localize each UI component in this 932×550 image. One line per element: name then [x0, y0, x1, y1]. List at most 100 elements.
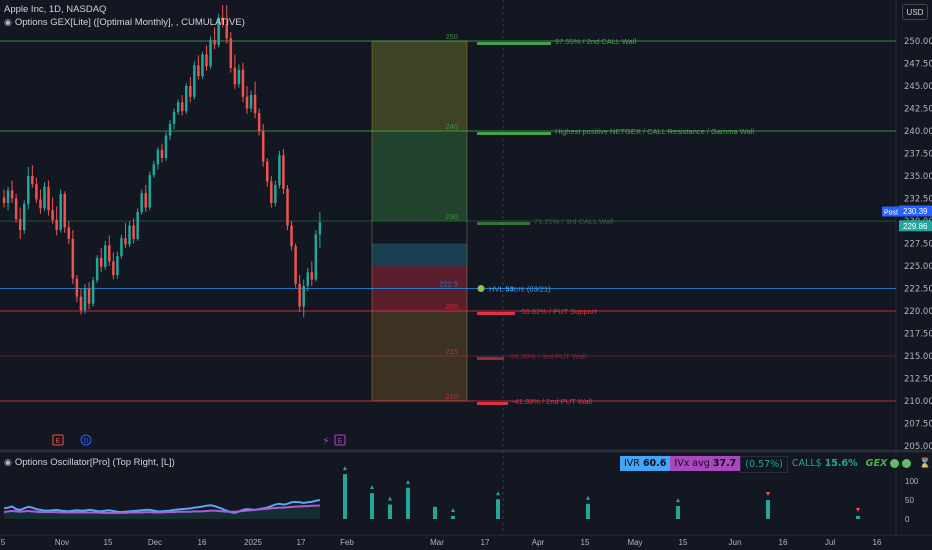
candle-body: [55, 220, 58, 230]
candle: [253, 81, 257, 119]
gex-bar: [477, 312, 515, 315]
candle-body: [164, 135, 168, 158]
candle-body: [59, 194, 62, 230]
candle: [278, 150, 281, 189]
candle: [95, 255, 99, 284]
candle-body: [27, 176, 30, 204]
candle: [180, 95, 184, 116]
level-strike-label: 222.5: [439, 280, 458, 289]
gex-bar: [477, 42, 551, 45]
price-axis[interactable]: 205.00 207.50 210.00 212.50 215.00 217.50 220.…: [882, 37, 932, 452]
candle: [266, 158, 269, 187]
candle-body: [132, 225, 135, 239]
up-marker: [388, 496, 392, 501]
candle-body: [144, 193, 147, 208]
level-strike-label: 215: [445, 347, 458, 356]
calls-label: CALL$: [791, 458, 822, 469]
gex-levels: 250 97.55% / 2nd CALL Wall 240 Highest posi…: [0, 32, 896, 406]
price-tick-label: 220.00: [904, 307, 932, 317]
candle-body: [245, 96, 249, 109]
candle: [140, 189, 143, 215]
symbol-title: Apple Inc, 1D, NASDAQ: [4, 4, 107, 15]
ivx-badge: IVx avg 37.7: [670, 456, 741, 471]
osc-bar: [586, 503, 590, 519]
candle: [298, 275, 301, 312]
candle-body: [152, 164, 156, 176]
candle: [306, 267, 309, 292]
price-badge-label: 229.86: [903, 222, 928, 231]
eye-icon[interactable]: ◉: [4, 457, 12, 467]
candle-body: [14, 198, 18, 220]
candle: [27, 167, 30, 210]
post-label: Post: [884, 209, 898, 216]
candle: [2, 189, 6, 208]
ivr-value: 60.6: [642, 458, 667, 469]
candle-body: [18, 219, 22, 230]
symbol-legend[interactable]: Apple Inc, 1D, NASDAQ: [4, 4, 106, 15]
candle-body: [274, 185, 277, 203]
level-strike-label: 250: [445, 32, 458, 41]
osc-bar: [388, 504, 392, 519]
candle: [185, 83, 188, 114]
candle: [14, 194, 18, 223]
candle-body: [95, 257, 99, 281]
price-tick-label: 242.50: [904, 105, 932, 115]
osc-bar: [496, 499, 500, 519]
candle-body: [148, 175, 152, 208]
candle: [132, 218, 135, 244]
currency-button[interactable]: USD: [902, 4, 928, 20]
price-tick-label: 207.50: [904, 420, 932, 430]
candle: [112, 252, 115, 280]
candle: [213, 27, 216, 50]
candle: [91, 276, 95, 307]
candle: [10, 180, 14, 203]
time-tick-label: Mar: [430, 538, 444, 547]
time-tick-label: 15: [679, 538, 688, 547]
level-strike-label: 230: [445, 212, 458, 221]
candle: [201, 51, 204, 79]
candle: [108, 235, 111, 266]
time-tick-label: Nov: [55, 538, 69, 547]
earnings-marker[interactable]: E: [334, 434, 346, 446]
candle: [245, 86, 249, 114]
candle: [233, 54, 237, 89]
candle: [71, 230, 75, 284]
candle: [148, 171, 152, 211]
gex-label: GEX: [865, 458, 888, 469]
calls-badge: CALL$ 15.6%: [787, 456, 862, 471]
gex-badge: GEX: [861, 456, 916, 471]
candle-body: [10, 190, 14, 199]
candle: [31, 165, 34, 188]
eye-icon[interactable]: ◉: [4, 17, 12, 27]
candle: [136, 208, 139, 241]
candle: [47, 180, 50, 216]
timer-badge: ⌛ 45m: [915, 456, 932, 471]
candlestick-series[interactable]: [2, 5, 322, 318]
up-marker: [586, 495, 590, 500]
status-dot: [890, 459, 900, 468]
oscillator-legend[interactable]: ◉ Options Oscillator[Pro] (Top Right, [L]…: [4, 457, 175, 468]
ivx-label: IVx avg: [674, 458, 710, 469]
dividend-marker[interactable]: D: [80, 434, 92, 446]
time-tick-label: 5: [1, 538, 6, 547]
candle-body: [75, 278, 79, 297]
price-tick-label: 225.00: [904, 262, 932, 272]
event-letter: D: [83, 438, 88, 445]
earnings-marker[interactable]: E: [52, 434, 64, 446]
oscillator-title: Options Oscillator[Pro] (Top Right, [L]): [14, 457, 175, 468]
candle-body: [318, 222, 322, 235]
candle-body: [205, 54, 208, 67]
up-marker: [676, 498, 680, 503]
candle: [99, 248, 103, 273]
candle-body: [257, 113, 261, 131]
time-axis[interactable]: 5 Nov 15 Dec 16 2025 17 Feb Mar 17 Apr 15 May 15 Jun 16…: [1, 538, 882, 547]
candle-body: [136, 212, 139, 239]
gex-indicator-legend[interactable]: ◉ Options GEX[Lite] ([Optimal Monthly], ,…: [4, 17, 245, 28]
candle: [23, 200, 26, 234]
chart-events[interactable]: E D E ⚡: [52, 434, 346, 447]
hourglass-icon: ⌛: [919, 458, 932, 469]
candle-body: [193, 65, 196, 97]
candle-body: [261, 131, 265, 162]
candle-body: [197, 65, 200, 77]
